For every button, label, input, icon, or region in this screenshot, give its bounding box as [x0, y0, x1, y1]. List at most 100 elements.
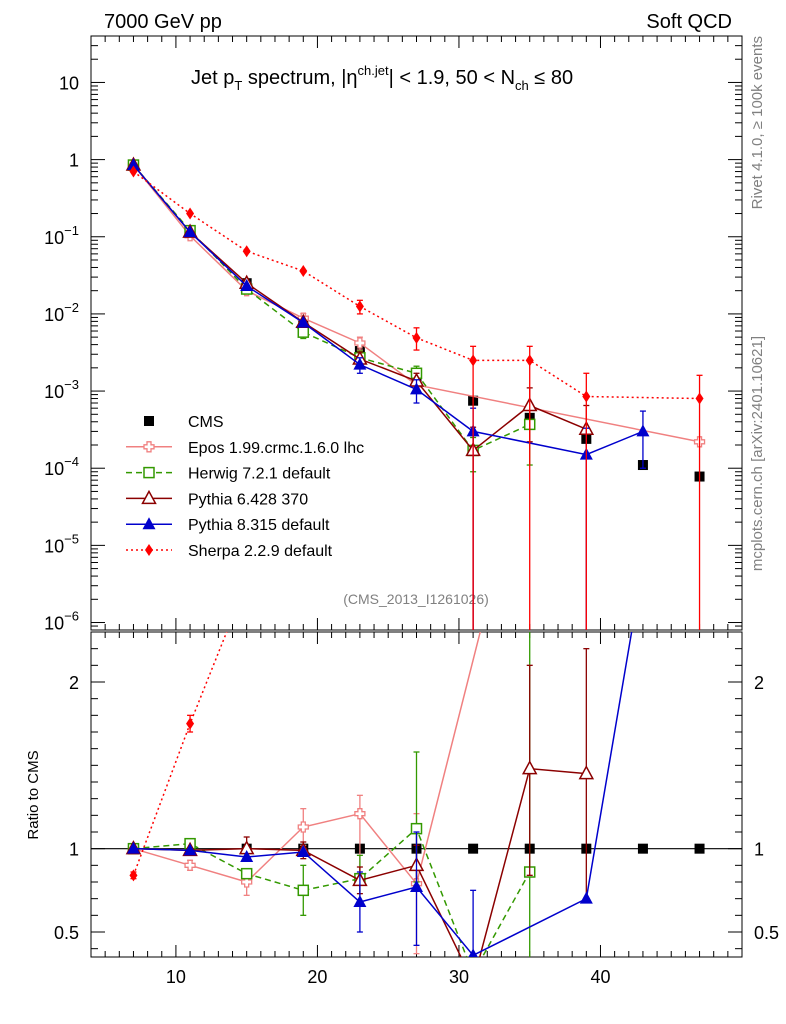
series-4-point	[296, 315, 310, 328]
mcplots-label: mcplots.cern.ch [arXiv:2401.10621]	[749, 336, 766, 571]
title-part-c: | < 1.9, 50 < N	[389, 67, 515, 89]
plot-title: Jet pT spectrum, |ηch.jet| < 1.9, 50 < N…	[191, 63, 573, 93]
series-3-legend-label: Pythia 6.428 370	[188, 491, 308, 508]
title-part-a: Jet p	[191, 67, 234, 89]
title-sub-a: T	[234, 78, 242, 93]
ratio-ylabel: Ratio to CMS	[25, 750, 42, 839]
title-part-b: spectrum, |η	[242, 67, 357, 89]
series-2-ratio-point	[240, 867, 253, 880]
y-tick-exponent: −4	[64, 454, 79, 469]
y-tick-mantissa: 1	[69, 151, 79, 171]
y-tick-mantissa: 10	[44, 536, 64, 556]
y-tick-mantissa: 10	[44, 305, 64, 325]
series-0-ratio-point	[637, 843, 648, 854]
series-0-ratio-point	[694, 843, 705, 854]
series-4-line	[132, 164, 644, 456]
series-5-point	[582, 390, 591, 403]
y-tick-exponent: −3	[64, 377, 79, 392]
y-tick-label: 10−5	[44, 531, 79, 556]
y-tick-label: 10−6	[44, 609, 79, 634]
series-3-ratio-point	[578, 765, 595, 780]
series-4-ratio-point	[410, 880, 423, 892]
series-5-line	[133, 170, 700, 400]
y-tick-mantissa: 10	[44, 614, 64, 634]
series-4-point	[126, 158, 140, 171]
ratio-y-tick-label-right: 0.5	[754, 923, 779, 943]
y-tick-mantissa: 10	[44, 382, 64, 402]
series-0-legend-label: CMS	[188, 414, 224, 431]
ratio-y-tick-label: 0.5	[54, 923, 79, 943]
series-4-legend-marker	[142, 517, 156, 530]
series-4-point	[410, 382, 423, 395]
title-sup-b: ch.jet	[358, 63, 389, 78]
y-tick-label: 10−2	[44, 300, 79, 325]
series-5-point	[525, 354, 534, 367]
series-2-ratio-line	[133, 827, 531, 957]
series-4-ratio-point	[353, 895, 367, 907]
series-4-ratio-point	[183, 843, 197, 856]
series-4-ratio-point	[468, 948, 478, 957]
y-tick-mantissa: 10	[44, 228, 64, 248]
series-4-point	[636, 424, 650, 437]
ratio-y-tick-label-right: 1	[754, 840, 764, 860]
series-2-ratio-point	[297, 884, 310, 897]
y-tick-exponent: −5	[64, 531, 79, 546]
series-5-point	[469, 354, 478, 367]
analysis-id: (CMS_2013_I1261026)	[343, 591, 489, 607]
ratio-y-tick-label: 2	[69, 673, 79, 693]
series-0-ratio-point	[468, 843, 479, 854]
series-1-ratio-point	[184, 859, 196, 871]
series-5-point	[299, 264, 308, 277]
header-right: Soft QCD	[646, 11, 732, 33]
x-tick-label: 40	[590, 967, 610, 987]
series-4-point	[240, 279, 254, 292]
series-5-point	[695, 392, 704, 405]
series-4-point	[183, 225, 197, 238]
series-5-point	[412, 331, 421, 344]
series-4-ratio-point	[126, 841, 140, 854]
y-tick-label: 10	[59, 73, 79, 93]
series-5-point	[186, 207, 195, 220]
y-tick-label: 1	[69, 151, 79, 171]
series-1-legend-label: Epos 1.99.crmc.1.6.0 lhc	[188, 440, 364, 457]
series-2-point	[297, 326, 310, 338]
series-5-legend-label: Sherpa 2.2.9 default	[188, 543, 333, 560]
x-tick-label: 30	[449, 967, 469, 987]
series-1-ratio-point	[354, 808, 366, 820]
y-tick-exponent: −2	[64, 300, 79, 315]
y-tick-label: 10−4	[44, 454, 79, 479]
series-3-legend-marker	[141, 489, 157, 505]
title-part-d: ≤ 80	[529, 67, 573, 89]
series-5-point	[242, 245, 251, 258]
series-1-point	[354, 337, 366, 349]
y-tick-label: 10−3	[44, 377, 79, 402]
ratio-y-tick-label-right: 2	[754, 673, 764, 693]
series-4-legend-label: Pythia 8.315 default	[188, 517, 330, 534]
series-4-ratio-point	[240, 850, 254, 862]
series-2-legend-marker	[143, 466, 155, 479]
series-4-ratio-line	[133, 632, 633, 957]
series-2-legend-label: Herwig 7.2.1 default	[188, 466, 331, 483]
series-4-point	[353, 357, 367, 370]
rivet-label: Rivet 4.1.0, ≥ 100k events	[749, 36, 766, 209]
series-3-ratio-point	[521, 760, 538, 775]
y-tick-mantissa: 10	[59, 73, 79, 93]
series-0-legend-marker	[144, 416, 154, 426]
ratio-y-tick-label: 1	[69, 840, 79, 860]
series-1-legend-marker	[143, 441, 155, 453]
series-4-ratio-point	[579, 891, 593, 904]
series-5-legend-marker	[145, 544, 153, 556]
series-1-ratio-point	[297, 821, 309, 833]
series-1-ratio-point	[241, 876, 253, 888]
series-5-point	[355, 300, 364, 313]
series-5-ratio-point	[186, 717, 195, 730]
y-tick-exponent: −1	[64, 223, 79, 238]
series-5-ratio-point	[129, 869, 138, 882]
x-tick-label: 10	[166, 967, 186, 987]
series-4-ratio-point	[296, 845, 310, 857]
series-5-point	[129, 165, 138, 178]
y-tick-mantissa: 10	[44, 459, 64, 479]
y-tick-label: 10−1	[44, 223, 79, 248]
x-tick-label: 20	[307, 967, 327, 987]
